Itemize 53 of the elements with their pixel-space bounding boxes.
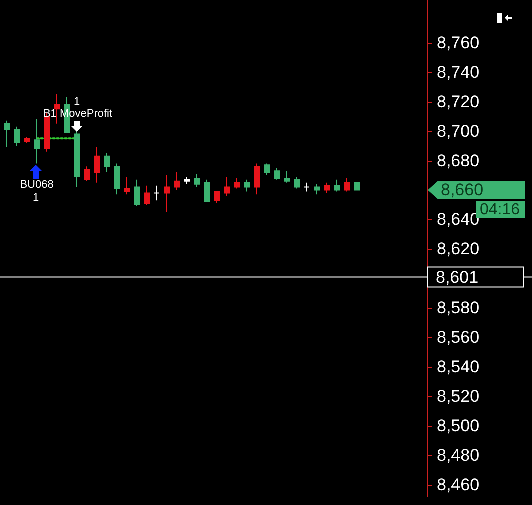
annotation: 1	[74, 96, 80, 108]
y-tick-label: 8,580	[437, 298, 480, 318]
candlestick	[244, 179, 250, 192]
candlestick	[344, 178, 350, 192]
candlestick	[84, 166, 90, 182]
y-tick-label: 8,520	[437, 387, 480, 406]
y-tick-label: 8,700	[437, 122, 480, 141]
candlestick	[24, 136, 30, 144]
candlestick	[184, 176, 190, 185]
candlestick	[314, 184, 320, 196]
candlestick	[284, 170, 290, 184]
candlestick	[324, 182, 330, 194]
y-tick-label: 8,500	[437, 416, 480, 436]
ref-line-label: 8,601	[436, 268, 479, 287]
candlestick	[304, 182, 310, 192]
candlestick	[154, 185, 160, 202]
y-tick-label: 8,560	[437, 328, 480, 348]
annotation: BU068	[20, 179, 54, 191]
y-tick-label: 8,460	[437, 476, 480, 495]
candlestick	[74, 130, 80, 188]
candlestick	[234, 178, 240, 190]
candlestick	[4, 120, 10, 148]
candlestick	[114, 163, 120, 196]
y-tick-label: 8,620	[437, 240, 480, 259]
y-tick-label: 8,740	[437, 62, 480, 82]
text: 8,660	[441, 180, 484, 200]
candlestick	[334, 179, 340, 192]
candlestick	[214, 191, 220, 204]
candlestick	[254, 163, 260, 196]
y-tick-label: 8,680	[437, 151, 480, 170]
candlestick	[94, 146, 100, 184]
annotation: 1	[32, 192, 40, 204]
candlestick	[134, 179, 140, 207]
y-tick-label: 8,540	[437, 358, 480, 377]
candlestick	[204, 179, 210, 203]
candlestick	[294, 176, 300, 190]
candlestick	[174, 172, 180, 191]
text: 04:16	[480, 202, 520, 219]
candlestick	[194, 174, 200, 188]
candlestick	[14, 126, 20, 147]
candlestick	[354, 182, 360, 191]
candlestick	[124, 176, 130, 196]
candlestick	[164, 175, 170, 213]
candlestick	[224, 176, 230, 197]
candlestick	[144, 185, 150, 206]
candlestick	[104, 152, 110, 174]
y-tick-label: 8,480	[437, 446, 480, 466]
y-tick-label: 8,760	[437, 33, 480, 52]
candlestick	[34, 118, 40, 164]
y-tick-label: 8,720	[437, 92, 480, 112]
y-tick-label: 8,640	[437, 210, 480, 230]
candlestick	[264, 163, 270, 176]
candlestick	[274, 168, 280, 180]
